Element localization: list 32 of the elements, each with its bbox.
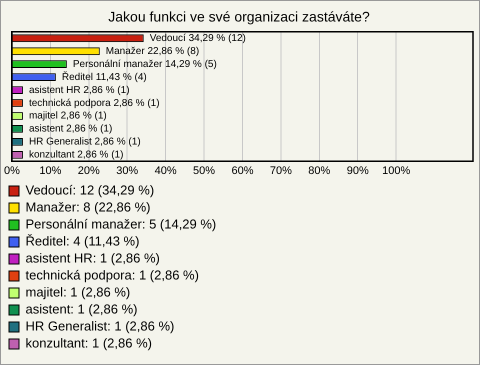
data-label: Ředitel 11,43 % (4) [62, 70, 147, 83]
legend-label: majitel: 1 (2,86 %) [26, 284, 130, 300]
legend-label: konzultant: 1 (2,86 %) [26, 336, 152, 351]
legend-label: Manažer: 8 (22,86 %) [26, 200, 151, 215]
x-tick-label: 30% [116, 164, 138, 177]
legend-label: asistent: 1 (2,86 %) [26, 302, 138, 317]
x-tick-label: 100% [382, 164, 410, 177]
chart-title: Jakou funkci ve své organizaci zastáváte? [108, 8, 370, 24]
x-tick-label: 10% [39, 164, 62, 177]
x-tick-label: 90% [346, 164, 369, 177]
x-tick-label: 80% [308, 164, 331, 177]
legend-label: technická podpora: 1 (2,86 %) [26, 268, 199, 283]
data-label: Personální manažer 14,29 % (5) [72, 58, 217, 70]
x-tick-label: 40% [154, 164, 177, 177]
x-tick-label: 20% [78, 164, 100, 177]
legend-label: asistent HR: 1 (2,86 %) [26, 250, 160, 266]
legend-label: Ředitel: 4 (11,43 %) [26, 234, 140, 249]
x-tick-label: 60% [231, 164, 254, 177]
data-label: Vedoucí 34,29 % (12) [150, 33, 246, 44]
data-label: HR Generalist 2,86 % (1) [28, 136, 141, 148]
data-label: asistent 2,86 % (1) [28, 124, 112, 135]
legend-label: HR Generalist: 1 (2,86 %) [26, 318, 174, 334]
data-label: Manažer 22,86 % (8) [106, 46, 200, 57]
data-label: asistent HR 2,86 % (1) [28, 84, 130, 96]
x-tick-label: 70% [270, 164, 292, 177]
data-label: konzultant 2,86 % (1) [28, 150, 124, 161]
data-label: technická podpora 2,86 % (1) [28, 98, 160, 109]
x-tick-label: 0% [4, 164, 20, 177]
data-label: majitel 2,86 % (1) [28, 110, 107, 122]
legend-label: Vedoucí: 12 (34,29 %) [26, 182, 154, 198]
legend-label: Personální manažer: 5 (14,29 %) [26, 216, 216, 232]
x-tick-label: 50% [193, 164, 216, 177]
